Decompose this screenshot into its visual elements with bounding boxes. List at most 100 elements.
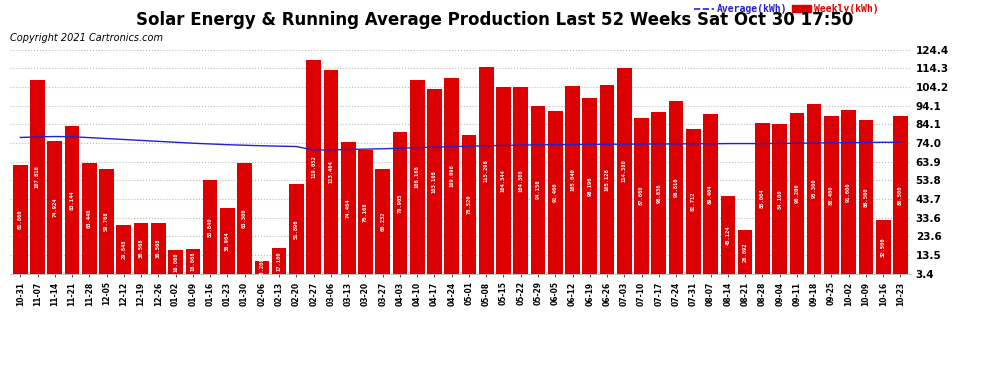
Text: 115.296: 115.296 (484, 159, 489, 182)
Text: 32.500: 32.500 (881, 237, 886, 256)
Text: 87.660: 87.660 (640, 186, 644, 206)
Text: 63.300: 63.300 (243, 209, 248, 228)
Bar (738, 230, 752, 274)
Text: 51.896: 51.896 (294, 219, 299, 239)
Text: 10.200: 10.200 (259, 258, 264, 277)
Text: 16.668: 16.668 (190, 252, 195, 271)
Text: 88.400: 88.400 (829, 185, 834, 205)
Text: 78.520: 78.520 (466, 195, 471, 214)
Text: 63.440: 63.440 (87, 209, 92, 228)
Bar (151, 224, 165, 274)
Text: 96.816: 96.816 (673, 177, 678, 197)
Bar (185, 249, 200, 274)
Text: 95.300: 95.300 (812, 179, 817, 198)
Legend: Average(kWh), Weekly(kWh): Average(kWh), Weekly(kWh) (694, 4, 879, 14)
Bar (82, 163, 97, 274)
Bar (547, 111, 562, 274)
Bar (514, 87, 528, 274)
Bar (617, 68, 632, 274)
Text: 88.500: 88.500 (898, 185, 903, 205)
Bar (306, 60, 321, 274)
Text: 119.052: 119.052 (311, 155, 316, 178)
Bar (272, 248, 286, 274)
Bar (13, 165, 28, 274)
Text: 108.168: 108.168 (415, 165, 420, 188)
Bar (790, 113, 804, 274)
Bar (324, 70, 339, 274)
Bar (427, 89, 442, 274)
Text: 91.460: 91.460 (552, 183, 557, 202)
Bar (686, 129, 701, 274)
Bar (893, 116, 908, 274)
Bar (30, 80, 45, 274)
Text: 83.144: 83.144 (69, 190, 74, 210)
Text: 38.904: 38.904 (225, 231, 230, 251)
Text: 107.816: 107.816 (35, 166, 40, 189)
Text: 70.168: 70.168 (363, 202, 368, 222)
Text: 94.156: 94.156 (536, 180, 541, 200)
Text: 84.100: 84.100 (777, 189, 782, 209)
Bar (651, 112, 666, 274)
Text: 30.568: 30.568 (155, 239, 160, 258)
Bar (48, 141, 62, 274)
Bar (531, 106, 545, 274)
Text: 17.180: 17.180 (276, 251, 281, 271)
Bar (117, 225, 131, 274)
Bar (772, 124, 787, 274)
Bar (496, 87, 511, 274)
Text: 26.892: 26.892 (742, 242, 747, 262)
Text: 74.924: 74.924 (52, 198, 57, 217)
Bar (168, 250, 183, 274)
Bar (64, 126, 79, 274)
Text: Copyright 2021 Cartronics.com: Copyright 2021 Cartronics.com (10, 33, 163, 43)
Text: 105.040: 105.040 (570, 168, 575, 191)
Text: 53.840: 53.840 (208, 217, 213, 237)
Text: 104.344: 104.344 (501, 169, 506, 192)
Bar (703, 114, 718, 274)
Bar (565, 86, 580, 274)
Text: 103.108: 103.108 (432, 170, 437, 193)
Text: 109.096: 109.096 (449, 165, 454, 187)
Text: 85.004: 85.004 (760, 189, 765, 208)
Bar (289, 184, 304, 274)
Bar (807, 104, 822, 274)
Text: 90.200: 90.200 (794, 184, 799, 203)
Text: 29.848: 29.848 (122, 240, 127, 259)
Bar (479, 66, 494, 274)
Bar (375, 168, 390, 274)
Text: 113.464: 113.464 (329, 160, 334, 183)
Text: 86.500: 86.500 (863, 187, 868, 207)
Text: 16.068: 16.068 (173, 252, 178, 272)
Bar (635, 118, 648, 274)
Bar (461, 135, 476, 274)
Bar (341, 142, 355, 274)
Bar (600, 86, 615, 274)
Bar (858, 120, 873, 274)
Text: 74.464: 74.464 (346, 198, 350, 218)
Text: 45.124: 45.124 (726, 225, 731, 245)
Bar (99, 170, 114, 274)
Text: 60.232: 60.232 (380, 211, 385, 231)
Bar (669, 101, 683, 274)
Bar (254, 261, 269, 274)
Text: 61.860: 61.860 (18, 210, 23, 230)
Text: 114.380: 114.380 (622, 160, 627, 182)
Text: 90.836: 90.836 (656, 183, 661, 203)
Text: 81.712: 81.712 (691, 192, 696, 211)
Bar (393, 132, 407, 274)
Bar (134, 224, 148, 274)
Text: 91.600: 91.600 (846, 182, 851, 202)
Bar (721, 196, 736, 274)
Bar (824, 116, 839, 274)
Text: Solar Energy & Running Average Production Last 52 Weeks Sat Oct 30 17:50: Solar Energy & Running Average Productio… (137, 11, 853, 29)
Bar (203, 180, 218, 274)
Text: 89.404: 89.404 (708, 184, 713, 204)
Bar (220, 208, 235, 274)
Bar (582, 98, 597, 274)
Bar (410, 80, 425, 274)
Text: 59.768: 59.768 (104, 212, 109, 231)
Text: 30.568: 30.568 (139, 239, 144, 258)
Text: 98.196: 98.196 (587, 176, 592, 196)
Bar (238, 163, 251, 274)
Bar (842, 110, 856, 274)
